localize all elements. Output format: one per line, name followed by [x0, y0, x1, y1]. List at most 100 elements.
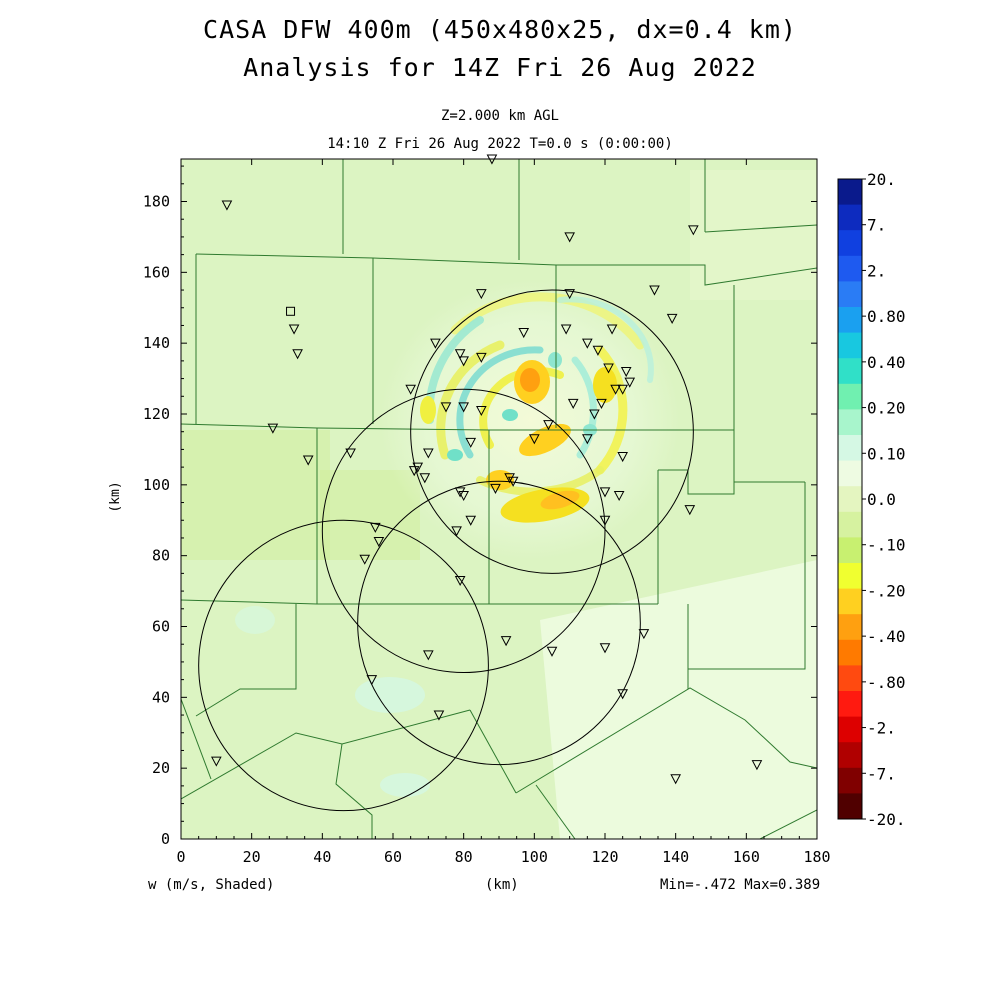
colorbar-swatch	[838, 639, 862, 666]
core-east	[593, 367, 617, 403]
chart-subtitle: Analysis for 14Z Fri 26 Aug 2022	[243, 53, 757, 82]
x-tick-label: 140	[662, 848, 689, 866]
core-center	[519, 423, 571, 457]
station-marker	[624, 377, 636, 388]
station-marker	[567, 398, 579, 409]
colorbar-swatch	[838, 179, 862, 206]
station-marker	[373, 537, 385, 548]
station-marker	[370, 522, 381, 533]
y-tick-label: 40	[152, 688, 170, 706]
storm-arc-mid-blue	[456, 346, 544, 459]
station-marker	[454, 349, 466, 360]
y-tick-label: 20	[152, 759, 170, 777]
colorbar-label: 0.80	[867, 307, 906, 326]
x-tick-label: 80	[455, 848, 473, 866]
radar-ring-1	[198, 519, 489, 812]
field-label: w (m/s, Shaded)	[148, 877, 275, 893]
colorbar-swatch	[838, 358, 862, 385]
observation-stations	[211, 154, 763, 785]
shaded-field	[181, 159, 817, 839]
station-marker	[221, 200, 233, 211]
station-marker	[564, 289, 575, 300]
station-marker	[599, 487, 611, 498]
colorbar-label: -.10	[867, 536, 906, 555]
station-marker	[500, 636, 512, 647]
x-tick-label: 160	[733, 848, 760, 866]
field-faint-blue-sw	[355, 677, 425, 713]
x-tick-label: 120	[591, 848, 618, 866]
storm-arc-east-blue	[571, 356, 597, 459]
core-south-inner	[540, 490, 580, 510]
station-marker	[302, 455, 314, 466]
colorbar-label: -2.	[867, 719, 896, 738]
station-marker	[430, 338, 441, 349]
y-tick-label: 120	[143, 405, 170, 423]
station-marker	[606, 324, 618, 335]
field-region-light-ne	[690, 170, 817, 300]
station-marker	[543, 420, 554, 431]
station-marker	[613, 490, 625, 502]
station-marker	[518, 328, 530, 339]
station-marker	[670, 774, 681, 785]
station-marker	[620, 367, 632, 378]
colorbar-swatch	[838, 665, 862, 692]
y-tick-label: 160	[143, 263, 170, 281]
station-marker	[684, 505, 696, 516]
station-marker	[688, 225, 699, 236]
station-marker	[476, 289, 487, 300]
x-tick-label: 60	[384, 848, 402, 866]
storm-arc-outer-yellow	[450, 292, 645, 350]
colorbar-label: -20.	[867, 810, 906, 829]
colorbar-swatch	[838, 511, 862, 538]
y-tick-label: 140	[143, 334, 170, 352]
storm-cores	[420, 352, 617, 523]
x-tick-label: 100	[521, 848, 548, 866]
colorbar-swatch	[838, 307, 862, 334]
storm-arc-ne-blue	[557, 296, 654, 383]
valid-time-label: 14:10 Z Fri 26 Aug 2022 T=0.0 s (0:00:00…	[327, 136, 673, 152]
station-marker	[458, 402, 469, 413]
colorbar-label: -.80	[867, 673, 906, 692]
county-line-18	[181, 698, 212, 780]
station-marker	[599, 515, 611, 526]
colorbar-swatch	[838, 486, 862, 513]
station-square-marker	[286, 306, 296, 316]
colorbar-swatch	[838, 460, 862, 487]
colorbar-label: -.20	[867, 581, 906, 600]
station-marker	[465, 515, 477, 526]
colorbar: 20. 7. 2. 0.80 0.40 0.20 0.10 0.0 -.10 -.20 -.40 -.…	[837, 170, 906, 829]
station-marker	[440, 402, 452, 413]
station-marker	[599, 643, 611, 654]
x-axis: 0 20 40 60 80 100 120 140 160 180	[176, 159, 831, 866]
chart-title: CASA DFW 400m (450x480x25, dx=0.4 km)	[203, 15, 797, 44]
colorbar-label: 0.40	[867, 353, 906, 372]
county-line-20	[335, 743, 373, 839]
station-marker	[366, 675, 378, 686]
x-tick-label: 180	[803, 848, 830, 866]
colorbar-swatch	[838, 767, 862, 794]
colorbar-swatch	[838, 383, 862, 410]
y-axis: 0 20 40 60 80 100 120 140 160 180	[143, 165, 817, 848]
station-marker	[751, 760, 763, 771]
station-marker	[345, 448, 356, 459]
colorbar-label: 20.	[867, 170, 896, 189]
radar-ring-4	[357, 480, 641, 766]
y-tick-label: 180	[143, 193, 170, 211]
colorbar-swatch	[838, 716, 862, 743]
station-marker	[454, 575, 466, 587]
station-marker	[589, 409, 600, 420]
colorbar-swatch	[838, 537, 862, 564]
blue-cell-3	[548, 352, 562, 368]
colorbar-swatch	[838, 614, 862, 641]
station-marker	[405, 384, 416, 395]
station-marker	[617, 452, 628, 463]
station-marker	[423, 650, 434, 661]
station-marker	[603, 363, 614, 374]
county-line-22	[515, 687, 817, 794]
field-faint-blue-s	[380, 773, 430, 797]
x-tick-label: 0	[176, 848, 185, 866]
county-line-4	[704, 224, 817, 233]
station-marker	[592, 345, 604, 356]
station-marker	[490, 483, 501, 494]
radar-rings	[198, 289, 694, 812]
